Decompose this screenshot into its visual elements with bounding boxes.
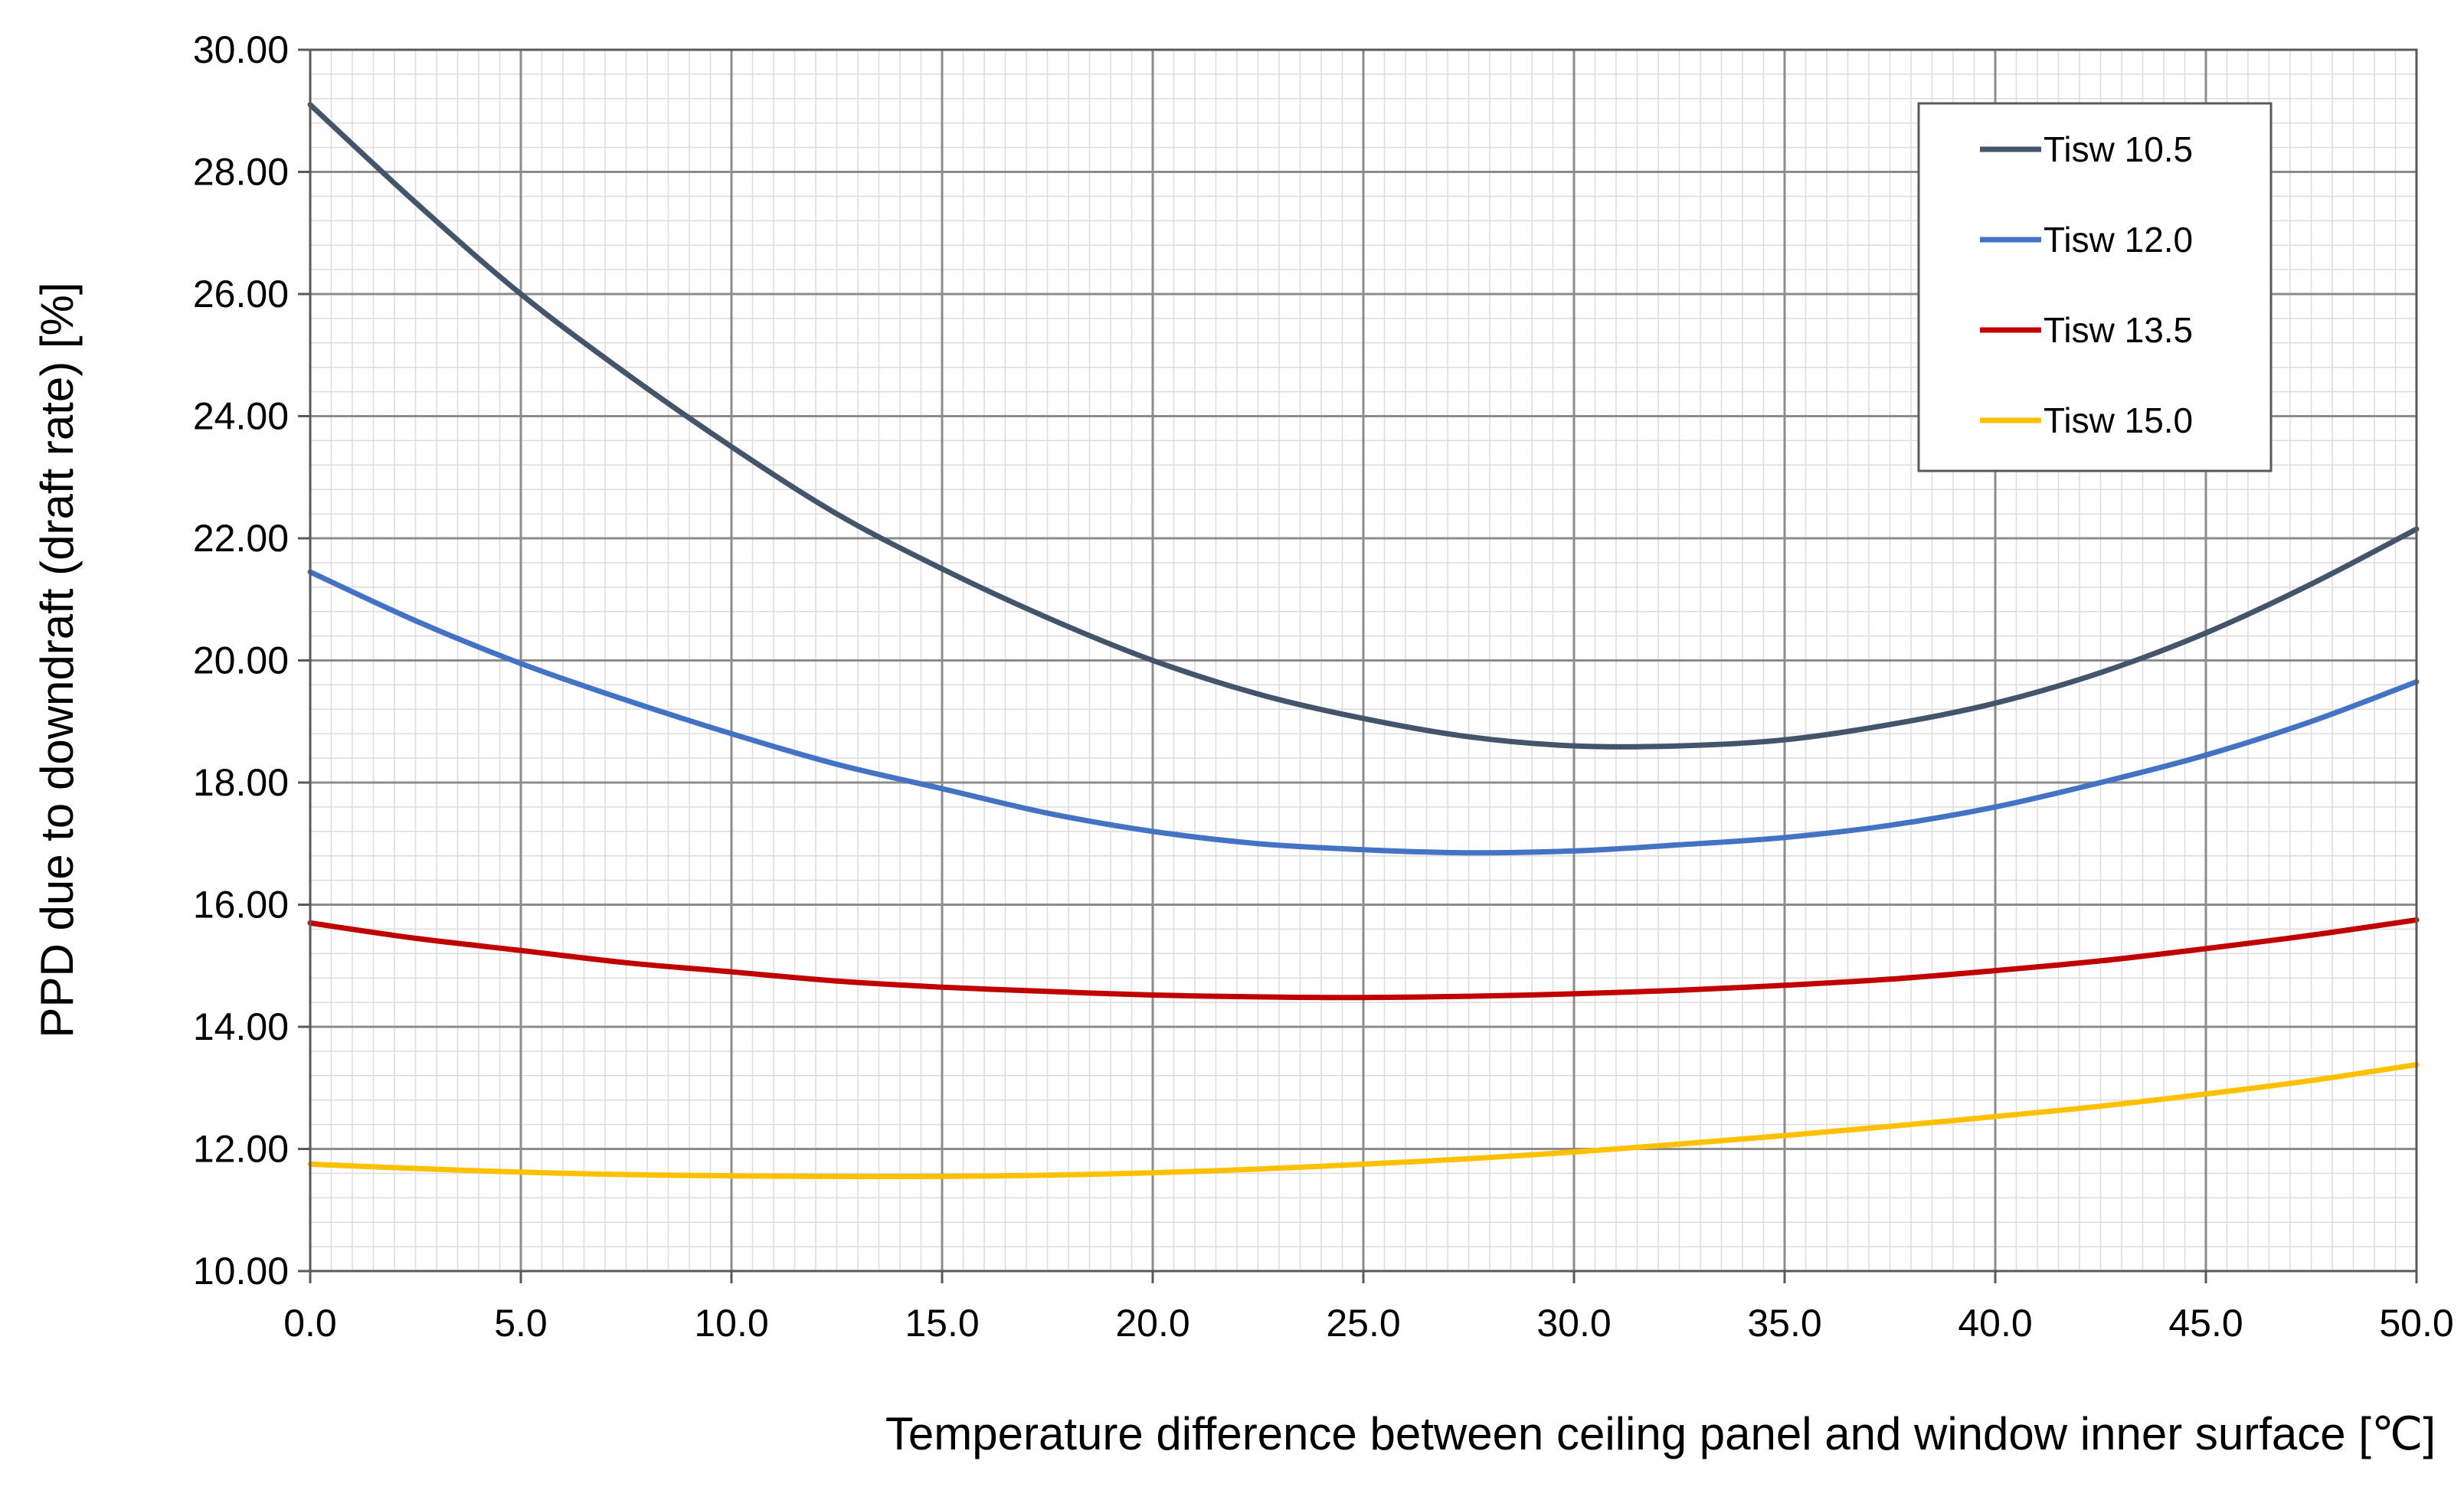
y-tick-label: 30.00 <box>193 28 289 71</box>
legend-label: Tisw 12.0 <box>2044 220 2193 260</box>
x-tick-label: 40.0 <box>1958 1302 2032 1345</box>
y-tick-label: 14.00 <box>193 1005 289 1048</box>
y-tick-label: 20.00 <box>193 639 289 682</box>
y-axis-label: PPD due to downdraft (draft rate) [%] <box>31 282 83 1038</box>
x-tick-label: 30.0 <box>1536 1302 1611 1345</box>
series-line-3 <box>307 917 2420 1001</box>
y-tick-label: 26.00 <box>193 273 289 315</box>
x-tick-label: 50.0 <box>2379 1302 2453 1345</box>
x-tick-label: 20.0 <box>1115 1302 1189 1345</box>
x-axis-ticks: 0.0 5.0 10.0 15.0 20.0 25.0 30.0 35.0 40.0 45.0 50… <box>283 1271 2454 1345</box>
y-axis-ticks: 10.00 12.00 14.00 16.00 18.00 20.00 22.00 24.00… <box>193 28 310 1293</box>
series-lines <box>307 102 2420 1180</box>
series-line-2 <box>307 569 2420 856</box>
y-tick-label: 22.00 <box>193 517 289 560</box>
legend-label: Tisw 13.5 <box>2044 310 2193 350</box>
x-tick-label: 10.0 <box>694 1302 768 1345</box>
series-line-1 <box>307 102 2420 750</box>
legend-box <box>1917 102 2273 472</box>
y-tick-label: 18.00 <box>193 761 289 804</box>
y-tick-label: 28.00 <box>193 151 289 194</box>
legend-label: Tisw 10.5 <box>2044 129 2193 169</box>
legend: Tisw 10.5 Tisw 12.0 Tisw 13.5 Tisw 15.0 <box>1917 102 2273 472</box>
x-tick-label: 25.0 <box>1326 1302 1400 1345</box>
x-tick-label: 15.0 <box>905 1302 979 1345</box>
legend-label: Tisw 15.0 <box>2044 400 2193 440</box>
y-tick-label: 12.00 <box>193 1128 289 1171</box>
y-tick-label: 16.00 <box>193 884 289 927</box>
x-axis-label: Temperature difference between ceiling p… <box>885 1408 2436 1459</box>
x-tick-label: 0.0 <box>283 1302 337 1345</box>
plot-frame <box>309 48 2418 1273</box>
x-tick-label: 35.0 <box>1747 1302 1821 1345</box>
series-line-4 <box>307 1061 2420 1180</box>
x-tick-label: 5.0 <box>494 1302 548 1345</box>
x-tick-label: 45.0 <box>2168 1302 2243 1345</box>
y-tick-label: 10.00 <box>193 1250 289 1293</box>
y-tick-label: 24.00 <box>193 395 289 438</box>
